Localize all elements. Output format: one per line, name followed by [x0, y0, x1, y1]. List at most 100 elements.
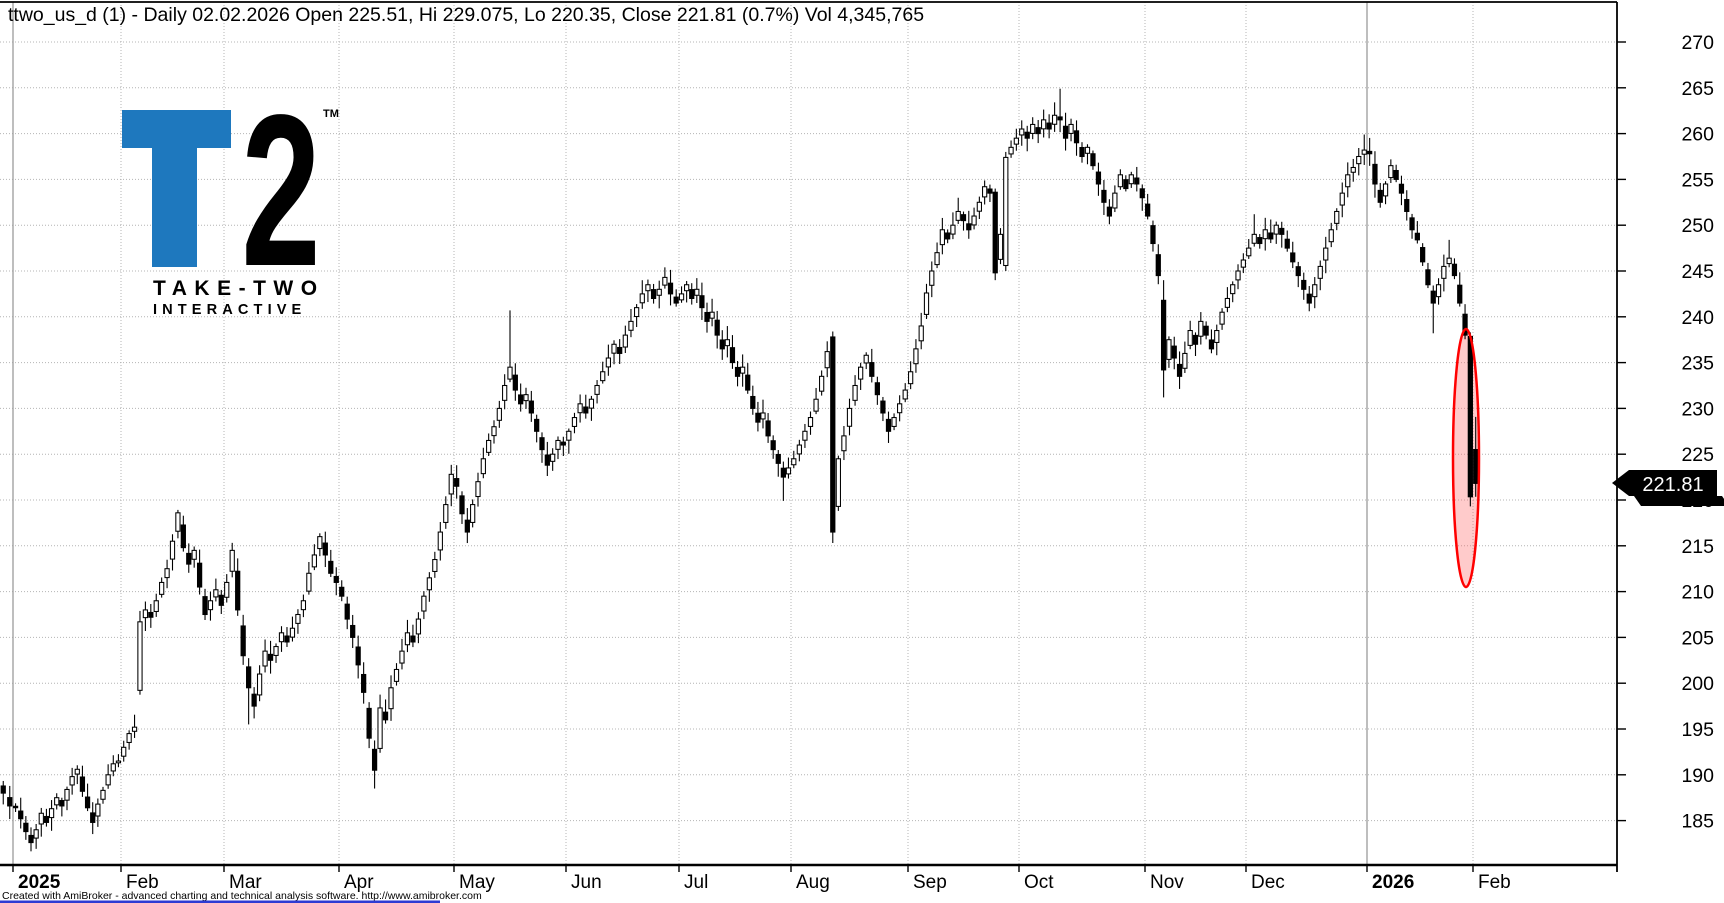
- candle-252: [1361, 134, 1367, 165]
- candle-body-down: [992, 191, 998, 274]
- candle-body-up: [153, 600, 159, 613]
- candle-body-down: [459, 495, 465, 515]
- candle-body-up: [1317, 265, 1323, 279]
- candle-body-down: [1301, 279, 1307, 290]
- candle-263: [1420, 243, 1426, 266]
- candle-body-down: [1150, 225, 1156, 245]
- candle-body-down: [880, 400, 886, 414]
- candle-22: [115, 754, 122, 768]
- candle-body-up: [807, 417, 814, 427]
- candle-body-up: [897, 403, 903, 414]
- candle-body-up: [1068, 123, 1074, 134]
- candle-97: [523, 387, 529, 409]
- candle-93: [502, 374, 508, 410]
- candle-69: [371, 740, 378, 789]
- candle-body-down: [1171, 345, 1177, 359]
- candle-114: [617, 339, 623, 364]
- candle-body-up: [377, 707, 383, 749]
- candle-200: [1079, 142, 1085, 163]
- candle-57: [306, 561, 312, 595]
- candle-213: [1150, 220, 1156, 252]
- candle-174: [939, 217, 945, 255]
- candle-172: [929, 261, 935, 298]
- candle-76: [410, 624, 416, 648]
- footer-credit: Created with AmiBroker - advanced charti…: [2, 890, 482, 902]
- candle-132: [714, 310, 720, 349]
- candle-6: [33, 823, 39, 849]
- candle-body-down: [1123, 179, 1129, 190]
- candle-49: [262, 639, 268, 673]
- candle-170: [918, 312, 924, 350]
- candle-72: [388, 675, 394, 721]
- candle-135: [729, 335, 736, 369]
- candle-body-down: [1451, 263, 1458, 277]
- candle-body-down: [518, 394, 524, 405]
- candle-body-up: [566, 430, 572, 441]
- candle-4: [23, 816, 29, 840]
- candle-117: [634, 304, 640, 328]
- candle-body-down: [202, 596, 208, 616]
- candle-body-up: [1446, 257, 1452, 265]
- candle-body-down: [755, 412, 761, 423]
- candle-134: [724, 326, 730, 358]
- candle-111: [600, 361, 606, 384]
- candle-240: [1295, 261, 1301, 288]
- candle-129: [699, 282, 705, 320]
- candle-body-down: [1279, 227, 1285, 235]
- candle-211: [1139, 184, 1145, 211]
- candle-103: [555, 436, 561, 460]
- candle-body-down: [830, 336, 836, 533]
- candle-body-down: [23, 822, 29, 833]
- candle-body-down: [1134, 177, 1140, 185]
- candle-251: [1356, 147, 1362, 176]
- candle-body-up: [622, 334, 628, 348]
- candle-body-up: [131, 726, 138, 732]
- candle-body-down: [79, 776, 86, 792]
- candle-body-down: [0, 785, 6, 794]
- candle-body-down: [719, 339, 725, 350]
- candle-body-down: [1145, 203, 1151, 217]
- y-axis-label-235: 235: [1681, 353, 1714, 375]
- candle-body-down: [885, 418, 892, 432]
- candle-body-up: [913, 348, 919, 365]
- candle-body-up: [1219, 311, 1225, 325]
- candle-body-down: [1035, 127, 1041, 135]
- candle-body-down: [284, 635, 290, 643]
- candle-158: [852, 375, 858, 406]
- candle-body-up: [273, 646, 279, 656]
- candle-175: [945, 229, 951, 244]
- candle-body-down: [1430, 290, 1436, 304]
- candle-5: [28, 827, 34, 852]
- candle-body-up: [432, 559, 438, 572]
- candle-61: [328, 549, 334, 577]
- y-axis-label-200: 200: [1681, 673, 1714, 695]
- candle-28: [148, 604, 154, 628]
- candle-227: [1224, 287, 1231, 313]
- candle-body-down: [1155, 254, 1161, 277]
- candle-91: [491, 420, 497, 444]
- candle-41: [218, 589, 224, 615]
- candle-body-up: [1328, 229, 1334, 243]
- candle-241: [1301, 272, 1307, 300]
- candle-body-down: [1106, 206, 1113, 217]
- candle-67: [361, 662, 367, 704]
- candle-body-up: [835, 458, 841, 507]
- candle-108: [583, 394, 589, 419]
- bottom-accent-line: [0, 900, 440, 903]
- candle-body-up: [571, 417, 578, 427]
- candle-body-up: [740, 366, 746, 374]
- candle-body-up: [306, 572, 312, 592]
- candle-body-down: [539, 437, 545, 451]
- candle-body-down: [235, 570, 241, 611]
- candle-130: [704, 302, 710, 333]
- candle-body-down: [650, 289, 657, 300]
- candle-body-down: [350, 624, 356, 638]
- candle-233: [1257, 234, 1263, 249]
- candle-body-down: [1079, 146, 1085, 158]
- candle-107: [577, 394, 583, 423]
- candle-body-down: [1377, 189, 1383, 203]
- candle-47: [251, 687, 257, 719]
- y-axis-label-185: 185: [1681, 811, 1714, 833]
- candle-body-up: [955, 210, 961, 221]
